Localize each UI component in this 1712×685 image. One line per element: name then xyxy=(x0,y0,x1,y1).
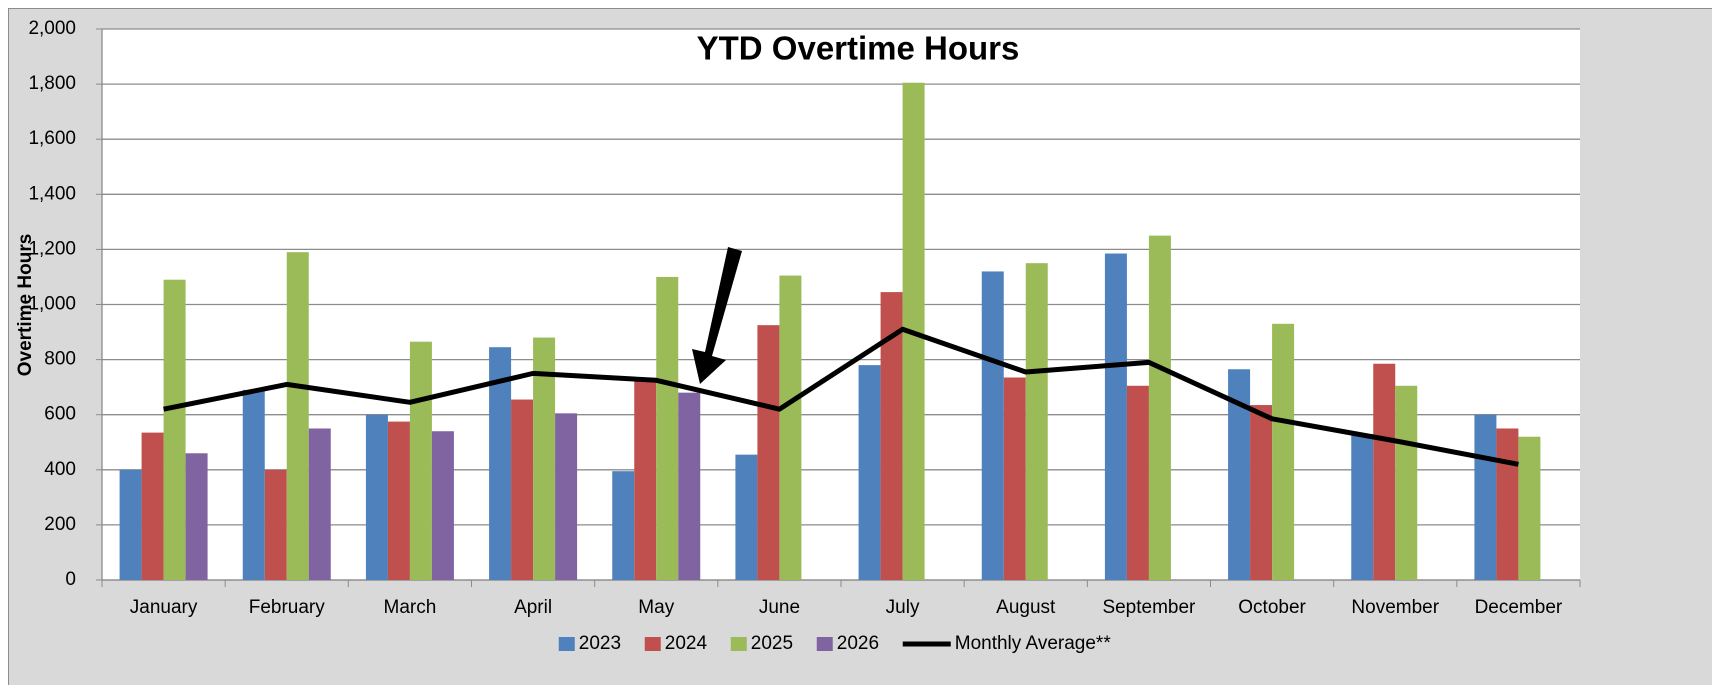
bar xyxy=(612,471,635,580)
bar xyxy=(387,421,410,580)
y-tick-label: 2,000 xyxy=(28,18,76,39)
bar xyxy=(880,292,903,580)
y-tick-label: 600 xyxy=(44,404,76,425)
legend-swatch xyxy=(644,637,661,651)
bar xyxy=(533,337,556,580)
bar xyxy=(163,279,186,580)
bar xyxy=(1518,436,1541,580)
y-tick-label: 1,600 xyxy=(28,128,76,149)
annotation-arrow xyxy=(692,247,742,384)
y-tick-label: 400 xyxy=(44,459,76,480)
x-tick-label: June xyxy=(759,597,800,618)
legend-label: 2026 xyxy=(837,633,879,654)
line xyxy=(163,326,1519,467)
x-tick-label: April xyxy=(514,597,552,618)
bar xyxy=(119,469,142,580)
bar xyxy=(286,252,309,580)
legend-swatch xyxy=(730,637,747,651)
y-tick-label: 800 xyxy=(44,349,76,370)
x-tick-label: May xyxy=(638,597,674,618)
bar xyxy=(264,469,287,580)
y-tick-label: 200 xyxy=(44,514,76,535)
bar xyxy=(1126,385,1149,580)
bar xyxy=(1025,263,1048,580)
legend-label: 2025 xyxy=(751,633,793,654)
y-tick-label: 1,200 xyxy=(28,238,76,259)
y-tick-label: 1,400 xyxy=(28,183,76,204)
chart-title: YTD Overtime Hours xyxy=(697,30,1020,67)
bar xyxy=(1003,377,1026,580)
x-tick-label: January xyxy=(130,597,198,618)
bar xyxy=(489,347,512,580)
bar xyxy=(1373,363,1396,580)
bar xyxy=(242,389,265,580)
bar xyxy=(1272,323,1295,580)
bar xyxy=(185,453,208,580)
x-tick-label: November xyxy=(1351,597,1439,618)
x-tick-label: February xyxy=(249,597,326,618)
bar xyxy=(1474,414,1497,580)
bar xyxy=(308,428,331,580)
legend-swatch xyxy=(816,637,833,651)
y-tick-label: 1,000 xyxy=(28,294,76,315)
bar xyxy=(678,392,701,580)
bar xyxy=(1250,405,1273,580)
bar xyxy=(634,380,657,580)
bar xyxy=(1395,385,1418,580)
x-tick-label: July xyxy=(886,597,920,618)
bar xyxy=(1148,235,1171,580)
bar xyxy=(1104,253,1127,580)
x-tick-label: October xyxy=(1238,597,1306,618)
x-tick-label: August xyxy=(996,597,1056,618)
x-tick-label: September xyxy=(1102,597,1196,618)
legend-swatch xyxy=(558,637,575,651)
bar xyxy=(757,325,780,580)
legend-label: Monthly Average** xyxy=(955,633,1112,654)
bar xyxy=(431,431,454,580)
bar xyxy=(981,271,1004,580)
bar xyxy=(409,341,432,580)
y-tick-label: 1,800 xyxy=(28,73,76,94)
bar xyxy=(858,365,881,580)
bar xyxy=(555,413,578,580)
marks xyxy=(119,82,1541,580)
bar xyxy=(1228,369,1251,580)
x-tick-label: December xyxy=(1475,597,1563,618)
bar xyxy=(1496,428,1519,580)
bar xyxy=(656,276,679,580)
grid xyxy=(96,28,1581,587)
bar xyxy=(735,454,758,580)
bar xyxy=(779,275,802,580)
bar xyxy=(365,414,388,580)
x-tick-label: March xyxy=(384,597,437,618)
legend-label: 2024 xyxy=(665,633,708,654)
bar xyxy=(1351,433,1374,580)
legend-label: 2023 xyxy=(579,633,621,654)
bar xyxy=(141,432,164,580)
bar xyxy=(511,399,534,580)
y-axis-label: Overtime Hours xyxy=(15,234,36,377)
y-tick-label: 0 xyxy=(65,569,76,590)
